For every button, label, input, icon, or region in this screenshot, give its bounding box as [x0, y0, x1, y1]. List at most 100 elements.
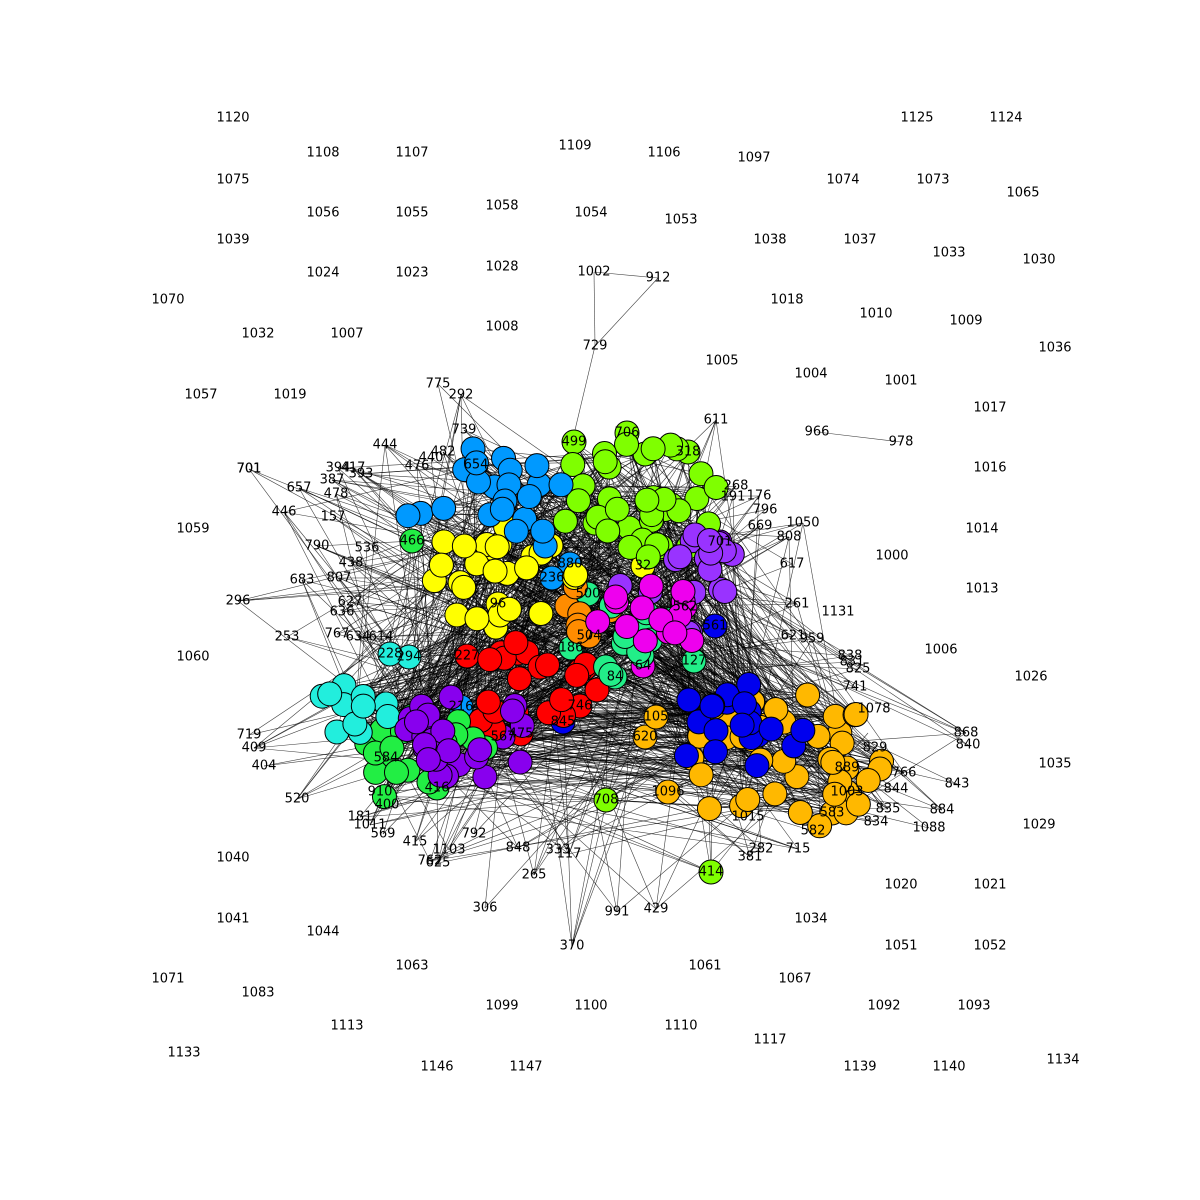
isolated-node-label: 1014 [965, 522, 998, 537]
graph-node [484, 534, 510, 560]
isolated-node-label: 1018 [770, 293, 803, 308]
isolated-node-label: 912 [646, 271, 671, 286]
node-label: 236 [540, 571, 565, 586]
isolated-node-label: 1071 [151, 972, 184, 987]
graph-node [758, 716, 784, 742]
isolated-node-label: 1075 [216, 173, 249, 188]
periphery-node-label: 669 [748, 519, 773, 534]
graph-edge [428, 781, 799, 850]
graph-node [795, 682, 821, 708]
graph-edge [253, 614, 501, 749]
periphery-node-label: 715 [786, 842, 811, 857]
periphery-node-label: 701 [237, 462, 262, 477]
graph-node [463, 450, 489, 476]
periphery-node-label: 767 [325, 627, 350, 642]
periphery-node-label: 265 [522, 868, 547, 883]
graph-edge [505, 526, 969, 746]
periphery-node-label: 657 [287, 481, 312, 496]
graph-node [696, 527, 722, 553]
isolated-node-label: 1044 [306, 925, 339, 940]
graph-node [377, 641, 403, 667]
node-label: 880 [558, 557, 583, 572]
periphery-node-label: 807 [327, 571, 352, 586]
periphery-node-label: 614 [369, 630, 394, 645]
node-label: 562 [673, 600, 698, 615]
periphery-node-label: 333 [546, 843, 571, 858]
graph-node [703, 718, 729, 744]
isolated-node-label: 1067 [778, 972, 811, 987]
periphery-node-label: 683 [290, 573, 315, 588]
graph-node [598, 661, 624, 687]
graph-node [603, 584, 629, 610]
graph-node [549, 687, 575, 713]
graph-node [638, 573, 664, 599]
node-label: 228 [378, 647, 403, 662]
graph-node [670, 579, 696, 605]
periphery-node-label: 808 [777, 530, 802, 545]
graph-node [790, 717, 816, 743]
graph-edge [741, 495, 760, 806]
periphery-node-label: 701 [237, 462, 262, 477]
graph-node [506, 666, 532, 692]
graph-node [702, 613, 728, 639]
graph-node [712, 578, 738, 604]
graph-edge [298, 487, 753, 703]
node-label: 654 [464, 458, 489, 473]
periphery-node-label: 838 [838, 649, 863, 664]
graph-node [431, 529, 457, 555]
isolated-node-label: 1100 [574, 999, 607, 1014]
node-label: 499 [562, 435, 587, 450]
graph-edge [479, 749, 657, 910]
graph-node [503, 630, 529, 656]
graph-edge [248, 468, 444, 732]
node-label: 32 [635, 559, 652, 574]
isolated-node-label: 1017 [973, 401, 1006, 416]
periphery-node-label: 1050 [786, 516, 819, 531]
node-label: 561 [703, 619, 728, 634]
graph-node [843, 702, 869, 728]
graph-edge [384, 545, 552, 797]
isolated-node-label: 1125 [900, 111, 933, 126]
isolated-node-label: 1146 [420, 1060, 453, 1075]
periphery-node-label: 394 [326, 461, 351, 476]
periphery-node-label: 476 [405, 459, 430, 474]
node-label: 186 [559, 641, 584, 656]
periphery-node-label: 792 [462, 827, 487, 842]
periphery-node-label: 520 [285, 792, 310, 807]
graph-edge [616, 805, 742, 913]
node-label: 216 [449, 700, 474, 715]
periphery-node-label: 739 [452, 423, 477, 438]
isolated-node-label: 1093 [957, 999, 990, 1014]
periphery-node-label: 440 [419, 451, 444, 466]
graph-node [696, 796, 722, 822]
isolated-node-label: 1078 [857, 702, 890, 717]
isolated-node-label: 1070 [151, 293, 184, 308]
graph-node [503, 518, 529, 544]
periphery-node-label: 282 [749, 842, 774, 857]
isolated-node-label: 1140 [932, 1060, 965, 1075]
periphery-node-label: 417 [341, 461, 366, 476]
periphery-node-label: 625 [426, 856, 451, 871]
graph-node [820, 749, 846, 775]
graph-node [499, 698, 525, 724]
graph-node [482, 558, 508, 584]
graph-node [514, 555, 540, 581]
isolated-node-label: 1124 [989, 111, 1022, 126]
graph-edge [436, 787, 439, 864]
graph-edge [571, 632, 691, 947]
periphery-node-label: 438 [339, 556, 364, 571]
isolated-node-label: 1038 [753, 233, 786, 248]
isolated-node-label: 1147 [509, 1060, 542, 1075]
isolated-node-label: 1113 [330, 1019, 363, 1034]
graph-edge [384, 796, 762, 850]
graph-node [584, 677, 610, 703]
periphery-node-label: 404 [252, 759, 277, 774]
graph-node [528, 601, 554, 627]
graph-node [643, 704, 669, 730]
graph-node [592, 449, 618, 475]
isolated-node-label: 1023 [395, 266, 428, 281]
periphery-node-label: 1015 [731, 810, 764, 825]
graph-node [475, 689, 501, 715]
graph-node [516, 484, 542, 510]
